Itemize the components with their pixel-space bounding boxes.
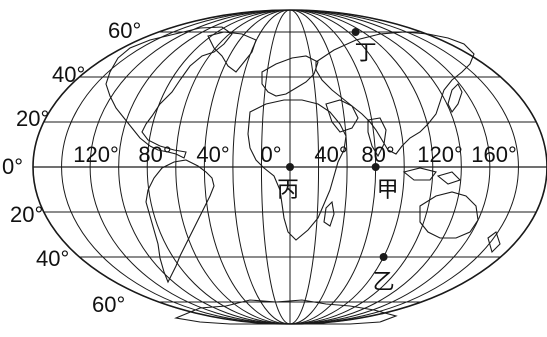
longitude-label: 80° — [138, 142, 171, 167]
coordinate-labels: 60°40°20°0°20°40°60°120° 80° 40° 0° 40° 80° 12… — [2, 18, 517, 317]
meridian-line — [32, 9, 291, 325]
coastline-arabia — [325, 99, 359, 133]
coastline-japan — [447, 83, 463, 114]
place-label: 乙 — [373, 270, 395, 295]
coastline-africa — [247, 99, 347, 241]
place-marker-dot — [371, 163, 380, 171]
meridian-line — [61, 9, 291, 325]
latitude-label-equator: 0° — [2, 154, 23, 179]
place-markers: 丙 甲乙 丁 — [277, 28, 399, 295]
coastline-madagascar — [323, 200, 335, 227]
coastlines — [105, 26, 501, 325]
longitude-label: 80° — [361, 142, 394, 167]
meridian-line — [289, 9, 348, 325]
coastline-se-asia-islands — [402, 167, 462, 185]
meridian-line — [289, 9, 320, 325]
longitude-label: 40° — [314, 142, 347, 167]
meridian-line — [89, 9, 291, 325]
latitude-label-south: 20° — [10, 202, 43, 227]
coastline-north-america — [105, 26, 233, 159]
meridian-line — [289, 9, 491, 325]
meridian-line — [232, 9, 291, 325]
coastline-new-zealand — [487, 231, 501, 254]
coastline-europe — [261, 55, 319, 97]
place-marker-dot — [286, 163, 294, 171]
meridian-line — [289, 9, 405, 325]
meridian-line — [260, 9, 291, 325]
longitude-label: 40° — [196, 142, 229, 167]
latitude-label-north: 60° — [108, 18, 141, 43]
latitude-label-north: 20° — [16, 106, 49, 131]
place-label: 丙 — [277, 178, 299, 203]
coastline-south-america — [145, 159, 215, 284]
coastline-antarctica — [174, 299, 398, 325]
meridian-line — [203, 9, 291, 325]
meridian-line — [289, 9, 434, 325]
place-marker-dot — [379, 253, 388, 261]
meridian-line — [289, 9, 519, 325]
place-label: 甲 — [377, 178, 399, 203]
longitude-label: 0° — [260, 142, 281, 167]
coastline-australia — [419, 191, 479, 239]
longitude-label: 120° — [73, 142, 119, 167]
latitude-label-south: 60° — [92, 292, 125, 317]
longitude-label: 120° — [417, 142, 463, 167]
place-label: 丁 — [355, 41, 377, 66]
longitude-label: 160° — [471, 142, 517, 167]
latitude-label-south: 40° — [36, 246, 69, 271]
place-marker-dot — [351, 28, 360, 36]
coastline-india — [367, 117, 387, 158]
meridian-line — [289, 9, 462, 325]
coastline-greenland — [207, 31, 257, 73]
latitude-label-north: 40° — [52, 62, 85, 87]
meridian-line — [175, 9, 291, 325]
coastline-asia — [315, 31, 475, 155]
